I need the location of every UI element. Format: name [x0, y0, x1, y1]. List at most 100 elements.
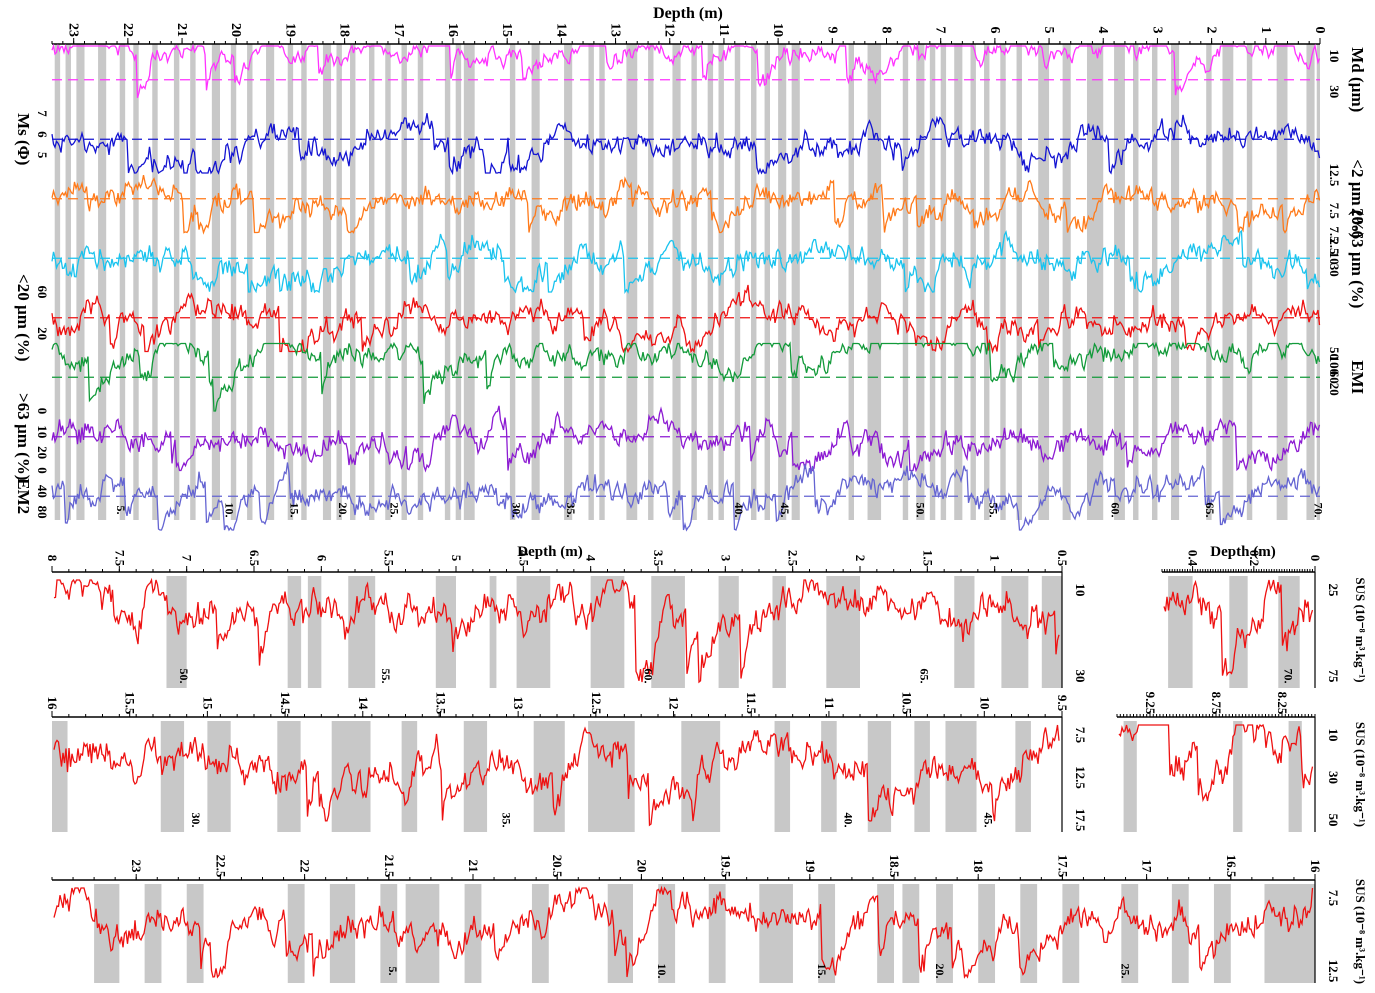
- shaded-band: [599, 44, 605, 520]
- band-label: 50.: [177, 669, 191, 684]
- band-label: 45.: [778, 503, 792, 518]
- band-label: 55.: [379, 669, 393, 684]
- x-tick-label: 17: [1140, 860, 1155, 874]
- y-axis-title: SUS (10⁻⁸ m³.kg⁻¹): [1353, 879, 1368, 984]
- x-tick-label: 3: [718, 555, 733, 562]
- shaded-band: [1016, 44, 1022, 520]
- x-tick-label: 22.5: [213, 855, 228, 878]
- x-tick-label: 12.5: [589, 692, 604, 715]
- series-line: [51, 462, 1321, 532]
- y-tick-label: 0: [35, 408, 50, 415]
- y-tick-label: 6: [35, 131, 50, 138]
- x-tick-label: 22: [120, 23, 135, 37]
- x-tick-label: 3.5: [651, 550, 666, 567]
- band-label: 10.: [655, 964, 669, 979]
- shaded-band: [564, 44, 573, 520]
- shaded-band: [658, 884, 676, 983]
- series-line: [51, 229, 1321, 294]
- x-tick-label: 0: [1308, 555, 1323, 562]
- y-tick-label: 12.5: [1073, 766, 1088, 789]
- x-tick-label: 10: [977, 697, 992, 710]
- x-tick-label: 20: [228, 23, 243, 37]
- x-tick-label: 7: [180, 555, 195, 562]
- x-tick-label: 7: [933, 27, 948, 34]
- shaded-band: [166, 576, 187, 688]
- x-tick-label: 18: [337, 23, 352, 37]
- shaded-band: [144, 884, 162, 983]
- x-tick-label: 13: [608, 23, 623, 37]
- y-tick-label: 50: [1327, 347, 1342, 360]
- shaded-band: [287, 576, 302, 688]
- shaded-band: [648, 44, 654, 520]
- shaded-band: [369, 44, 375, 520]
- x-tick-label: 23: [129, 860, 144, 874]
- shaded-band: [1020, 884, 1038, 983]
- shaded-band: [152, 44, 158, 520]
- series-line: [51, 405, 1321, 473]
- shaded-band: [764, 44, 770, 520]
- x-tick-label: 7.5: [112, 550, 127, 567]
- series-label: Ms (Φ): [14, 113, 33, 165]
- shaded-band: [207, 721, 231, 832]
- shaded-band: [681, 721, 721, 832]
- shaded-band: [417, 44, 424, 520]
- x-axis-title: Depth (m): [653, 5, 723, 22]
- y-tick-label: 40: [35, 485, 50, 498]
- x-tick-label: 0: [1312, 27, 1327, 34]
- series-label: 20-63 µm (%): [1348, 208, 1367, 308]
- x-tick-label: 16.5: [1224, 855, 1239, 878]
- y-tick-label: 0: [35, 467, 50, 474]
- sus-panel: 16 15.5 15 14.5 14 13.5 13 12.5 12 11.5 11 10.5 10 9.…: [45, 692, 1088, 832]
- shaded-band: [455, 44, 462, 520]
- shaded-band: [759, 884, 793, 983]
- band-label: 15.: [815, 964, 829, 979]
- shaded-band: [463, 721, 488, 832]
- shaded-band: [186, 884, 204, 983]
- shaded-band: [1123, 721, 1137, 832]
- shaded-band: [1171, 884, 1189, 983]
- shaded-band: [672, 44, 681, 520]
- band-label: 40.: [732, 503, 746, 518]
- y-tick-label: 7.5: [1073, 727, 1088, 744]
- y-tick-label: 12.5: [1327, 164, 1342, 187]
- y-tick-label: 25: [1326, 584, 1341, 598]
- shaded-band: [1170, 44, 1180, 520]
- shaded-band: [984, 44, 990, 520]
- y-axis-title: SUS (10⁻⁸ m³.kg⁻¹): [1353, 577, 1368, 682]
- shaded-band: [590, 576, 625, 688]
- main-panel: 01234567891011121314151617181920212223De…: [14, 5, 1367, 532]
- shaded-band: [1121, 884, 1139, 983]
- y-tick-label: 50: [1326, 814, 1341, 827]
- x-tick-label: 8.25: [1275, 692, 1290, 715]
- band-label: 60.: [1108, 503, 1122, 518]
- x-tick-label: 1: [988, 555, 1003, 562]
- x-tick-label: 23: [66, 23, 81, 37]
- shaded-band: [902, 884, 920, 983]
- x-tick-label: 22: [298, 860, 313, 873]
- shaded-band: [190, 44, 196, 520]
- shaded-band: [52, 721, 68, 832]
- band-label: 20.: [336, 503, 350, 518]
- x-tick-label: 2: [853, 555, 868, 562]
- shaded-band: [247, 44, 253, 520]
- x-tick-label: 9.25: [1143, 692, 1158, 715]
- series-label: Md (µm): [1348, 47, 1367, 112]
- sus-line: [1118, 723, 1314, 803]
- shaded-band: [936, 884, 953, 983]
- shaded-band: [516, 576, 551, 688]
- x-tick-label: 3: [1149, 27, 1164, 34]
- x-tick-label: 20: [634, 860, 649, 873]
- shaded-band: [54, 44, 61, 520]
- sus-line: [53, 577, 1060, 684]
- band-label: 10.: [222, 503, 236, 518]
- x-tick-label: 11.5: [744, 692, 759, 715]
- band-label: 5.: [386, 967, 400, 976]
- x-tick-label: 18.5: [887, 855, 902, 878]
- x-tick-label: 11: [822, 697, 837, 709]
- x-tick-label: 9.5: [1055, 695, 1070, 712]
- x-tick-label: 11: [716, 23, 731, 36]
- y-tick-label: 7.5: [1327, 203, 1342, 220]
- series-line: [51, 113, 1321, 176]
- band-label: 65.: [918, 669, 932, 684]
- band-label: 70.: [1312, 503, 1326, 518]
